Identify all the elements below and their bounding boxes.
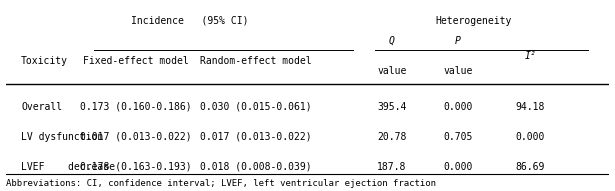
Text: I²: I² — [525, 51, 536, 61]
Text: 0.018 (0.008-0.039): 0.018 (0.008-0.039) — [200, 162, 312, 172]
Text: P: P — [455, 36, 461, 46]
Text: Random-effect model: Random-effect model — [200, 56, 312, 66]
Text: Heterogeneity: Heterogeneity — [435, 16, 512, 26]
Text: value: value — [377, 66, 407, 76]
Text: 0.017 (0.013-0.022): 0.017 (0.013-0.022) — [200, 132, 312, 142]
Text: LVEF    decrease: LVEF decrease — [21, 162, 115, 172]
Text: 0.000: 0.000 — [443, 102, 473, 112]
Text: value: value — [443, 66, 473, 76]
Text: 0.705: 0.705 — [443, 132, 473, 142]
Text: 0.017 (0.013-0.022): 0.017 (0.013-0.022) — [80, 132, 191, 142]
Text: 0.173 (0.160-0.186): 0.173 (0.160-0.186) — [80, 102, 191, 112]
Text: Incidence   (95% CI): Incidence (95% CI) — [131, 16, 248, 26]
Text: 20.78: 20.78 — [377, 132, 407, 142]
Text: Fixed-effect model: Fixed-effect model — [83, 56, 189, 66]
Text: Toxicity: Toxicity — [21, 56, 68, 66]
Text: Q: Q — [389, 36, 395, 46]
Text: 94.18: 94.18 — [516, 102, 545, 112]
Text: 395.4: 395.4 — [377, 102, 407, 112]
Text: Overall: Overall — [21, 102, 62, 112]
Text: 86.69: 86.69 — [516, 162, 545, 172]
Text: 0.000: 0.000 — [516, 132, 545, 142]
Text: 187.8: 187.8 — [377, 162, 407, 172]
Text: LV dysfunction: LV dysfunction — [21, 132, 103, 142]
Text: 0.178 (0.163-0.193): 0.178 (0.163-0.193) — [80, 162, 191, 172]
Text: 0.030 (0.015-0.061): 0.030 (0.015-0.061) — [200, 102, 312, 112]
Text: 0.000: 0.000 — [443, 162, 473, 172]
Text: Abbreviations: CI, confidence interval; LVEF, left ventricular ejection fraction: Abbreviations: CI, confidence interval; … — [6, 179, 436, 188]
